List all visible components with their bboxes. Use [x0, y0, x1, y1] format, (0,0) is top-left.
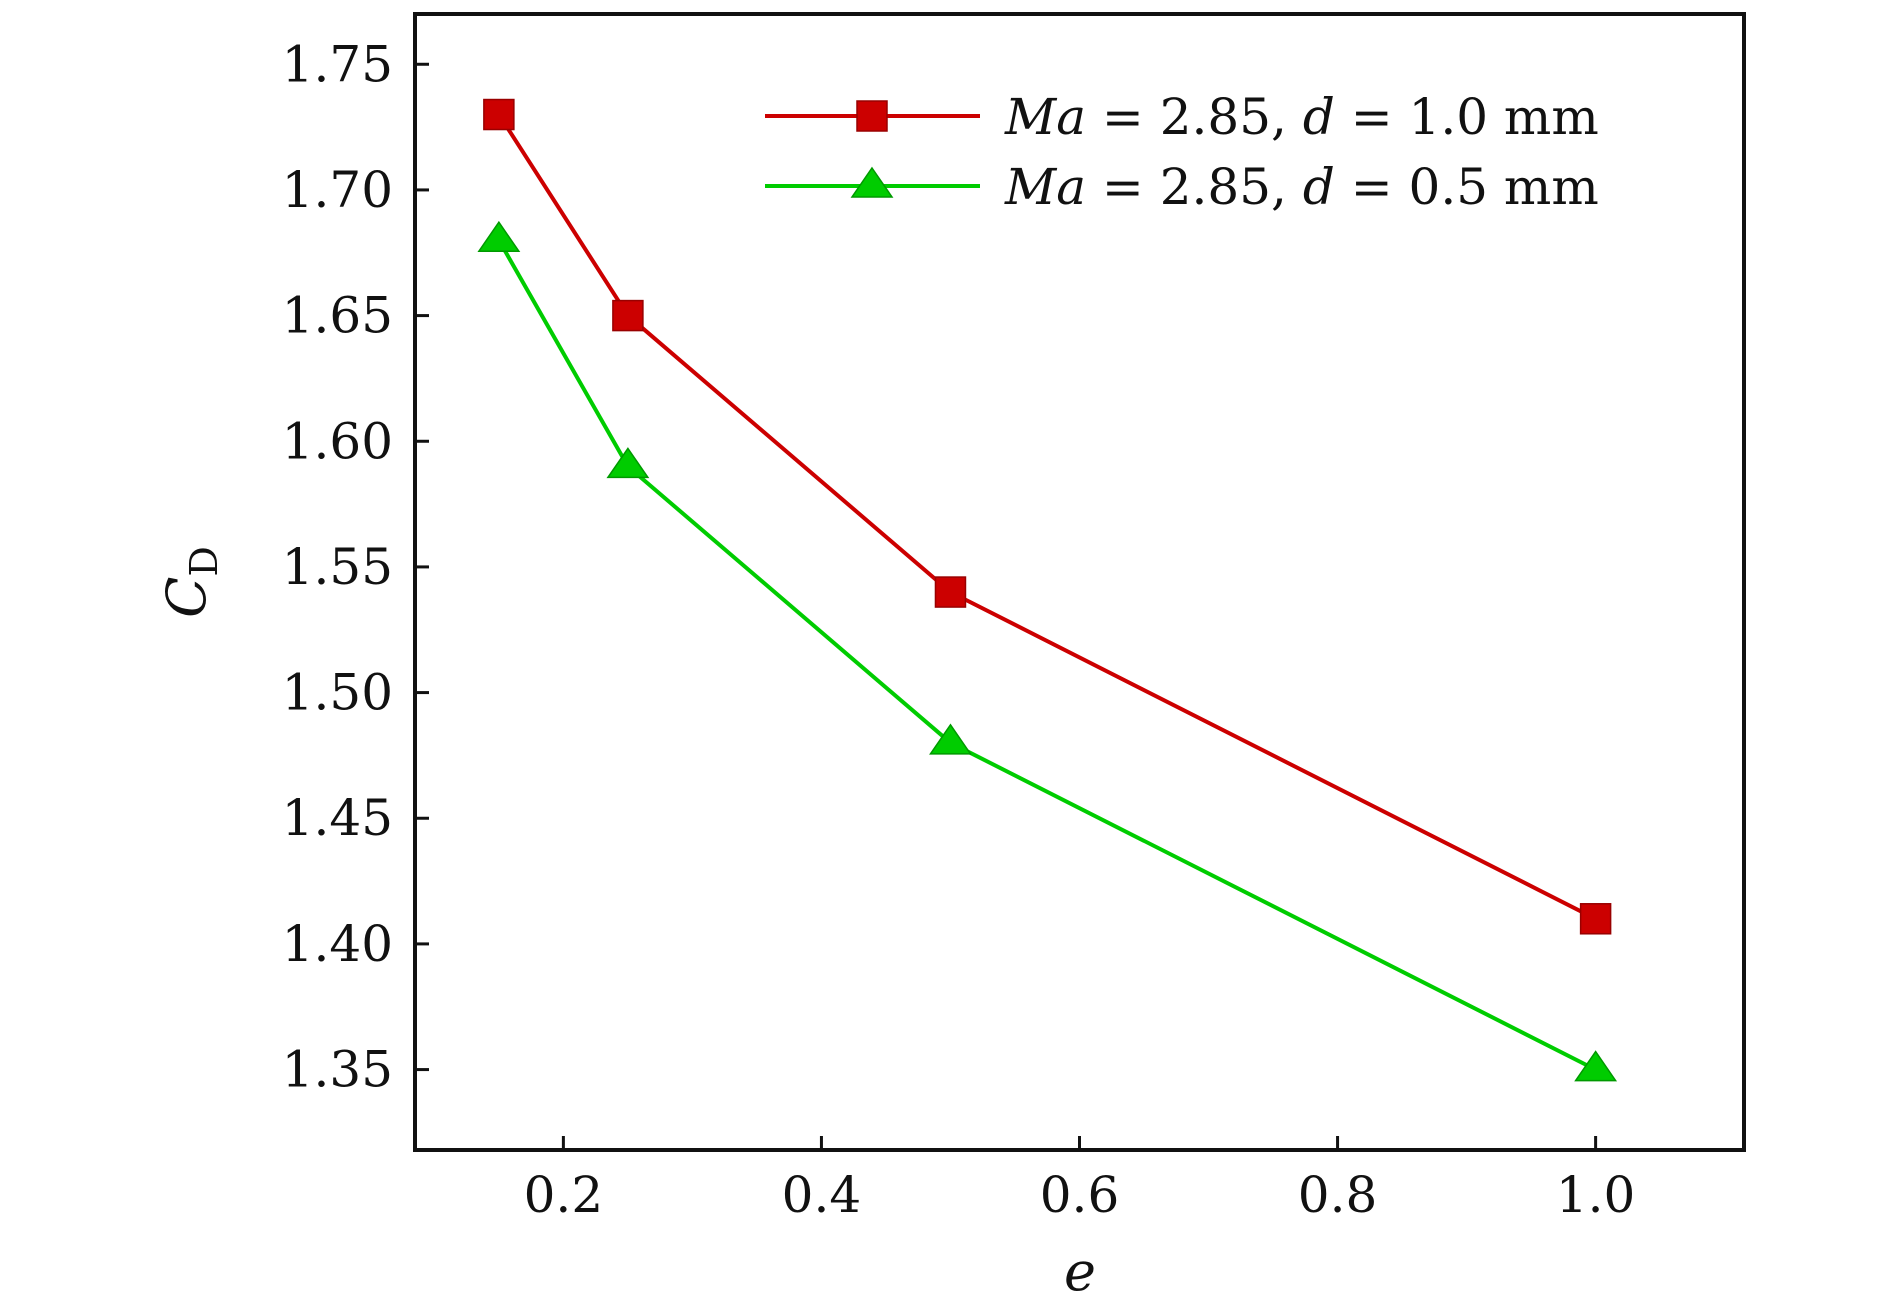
- legend-marker-triangle: [850, 166, 894, 198]
- y-tick-label: 1.35: [282, 1041, 393, 1099]
- plot-frame: [413, 12, 1746, 1152]
- y-tick-label: 1.40: [282, 915, 393, 973]
- series-line-1: [497, 239, 1597, 1072]
- x-tick-label: 0.2: [524, 1166, 604, 1224]
- x-tick-label: 0.6: [1040, 1166, 1120, 1224]
- y-axis-label-subscript: D: [182, 546, 226, 576]
- x-tick-label: 0.4: [782, 1166, 862, 1224]
- data-point-0-2: [934, 576, 967, 608]
- y-tick-label: 1.75: [282, 35, 393, 93]
- legend-label-d05: Ma = 2.85, d = 0.5 mm: [1004, 158, 1599, 216]
- y-tick-label: 1.45: [282, 789, 393, 847]
- y-axis-label: CD: [155, 546, 226, 618]
- x-axis-label: e: [1064, 1240, 1096, 1302]
- y-tick-label: 1.70: [282, 161, 393, 219]
- data-point-1-2: [929, 723, 972, 755]
- legend-marker-square: [856, 100, 888, 132]
- data-point-1-0: [477, 220, 521, 252]
- y-tick-label: 1.50: [282, 664, 393, 722]
- y-tick-label: 1.65: [282, 287, 393, 345]
- legend: Ma = 2.85, d = 1.0 mm Ma = 2.85, d = 0.5…: [765, 88, 1599, 216]
- legend-label-d1: Ma = 2.85, d = 1.0 mm: [1004, 88, 1599, 146]
- y-axis-label-main: C: [155, 577, 218, 618]
- legend-entry-d1: Ma = 2.85, d = 1.0 mm: [765, 88, 1599, 146]
- x-tick-label: 1.0: [1556, 1166, 1636, 1224]
- ticks-layer: 0.2 0.4 0.6 0.8 1.0 1.35 1.40 1.45 1.50 1.55 1.60 1…: [282, 35, 1636, 1224]
- data-point-1-1: [606, 447, 650, 479]
- data-point-1-3: [1574, 1050, 1618, 1082]
- data-point-0-3: [1579, 903, 1612, 935]
- y-tick-label: 1.55: [282, 538, 393, 596]
- data-point-0-0: [483, 98, 515, 131]
- x-tick-label: 0.8: [1298, 1166, 1378, 1224]
- series-layer: [477, 98, 1618, 1082]
- legend-entry-d05: Ma = 2.85, d = 0.5 mm: [765, 158, 1599, 216]
- series-line-0: [497, 113, 1597, 921]
- y-tick-label: 1.60: [282, 412, 393, 470]
- data-point-0-1: [612, 299, 644, 332]
